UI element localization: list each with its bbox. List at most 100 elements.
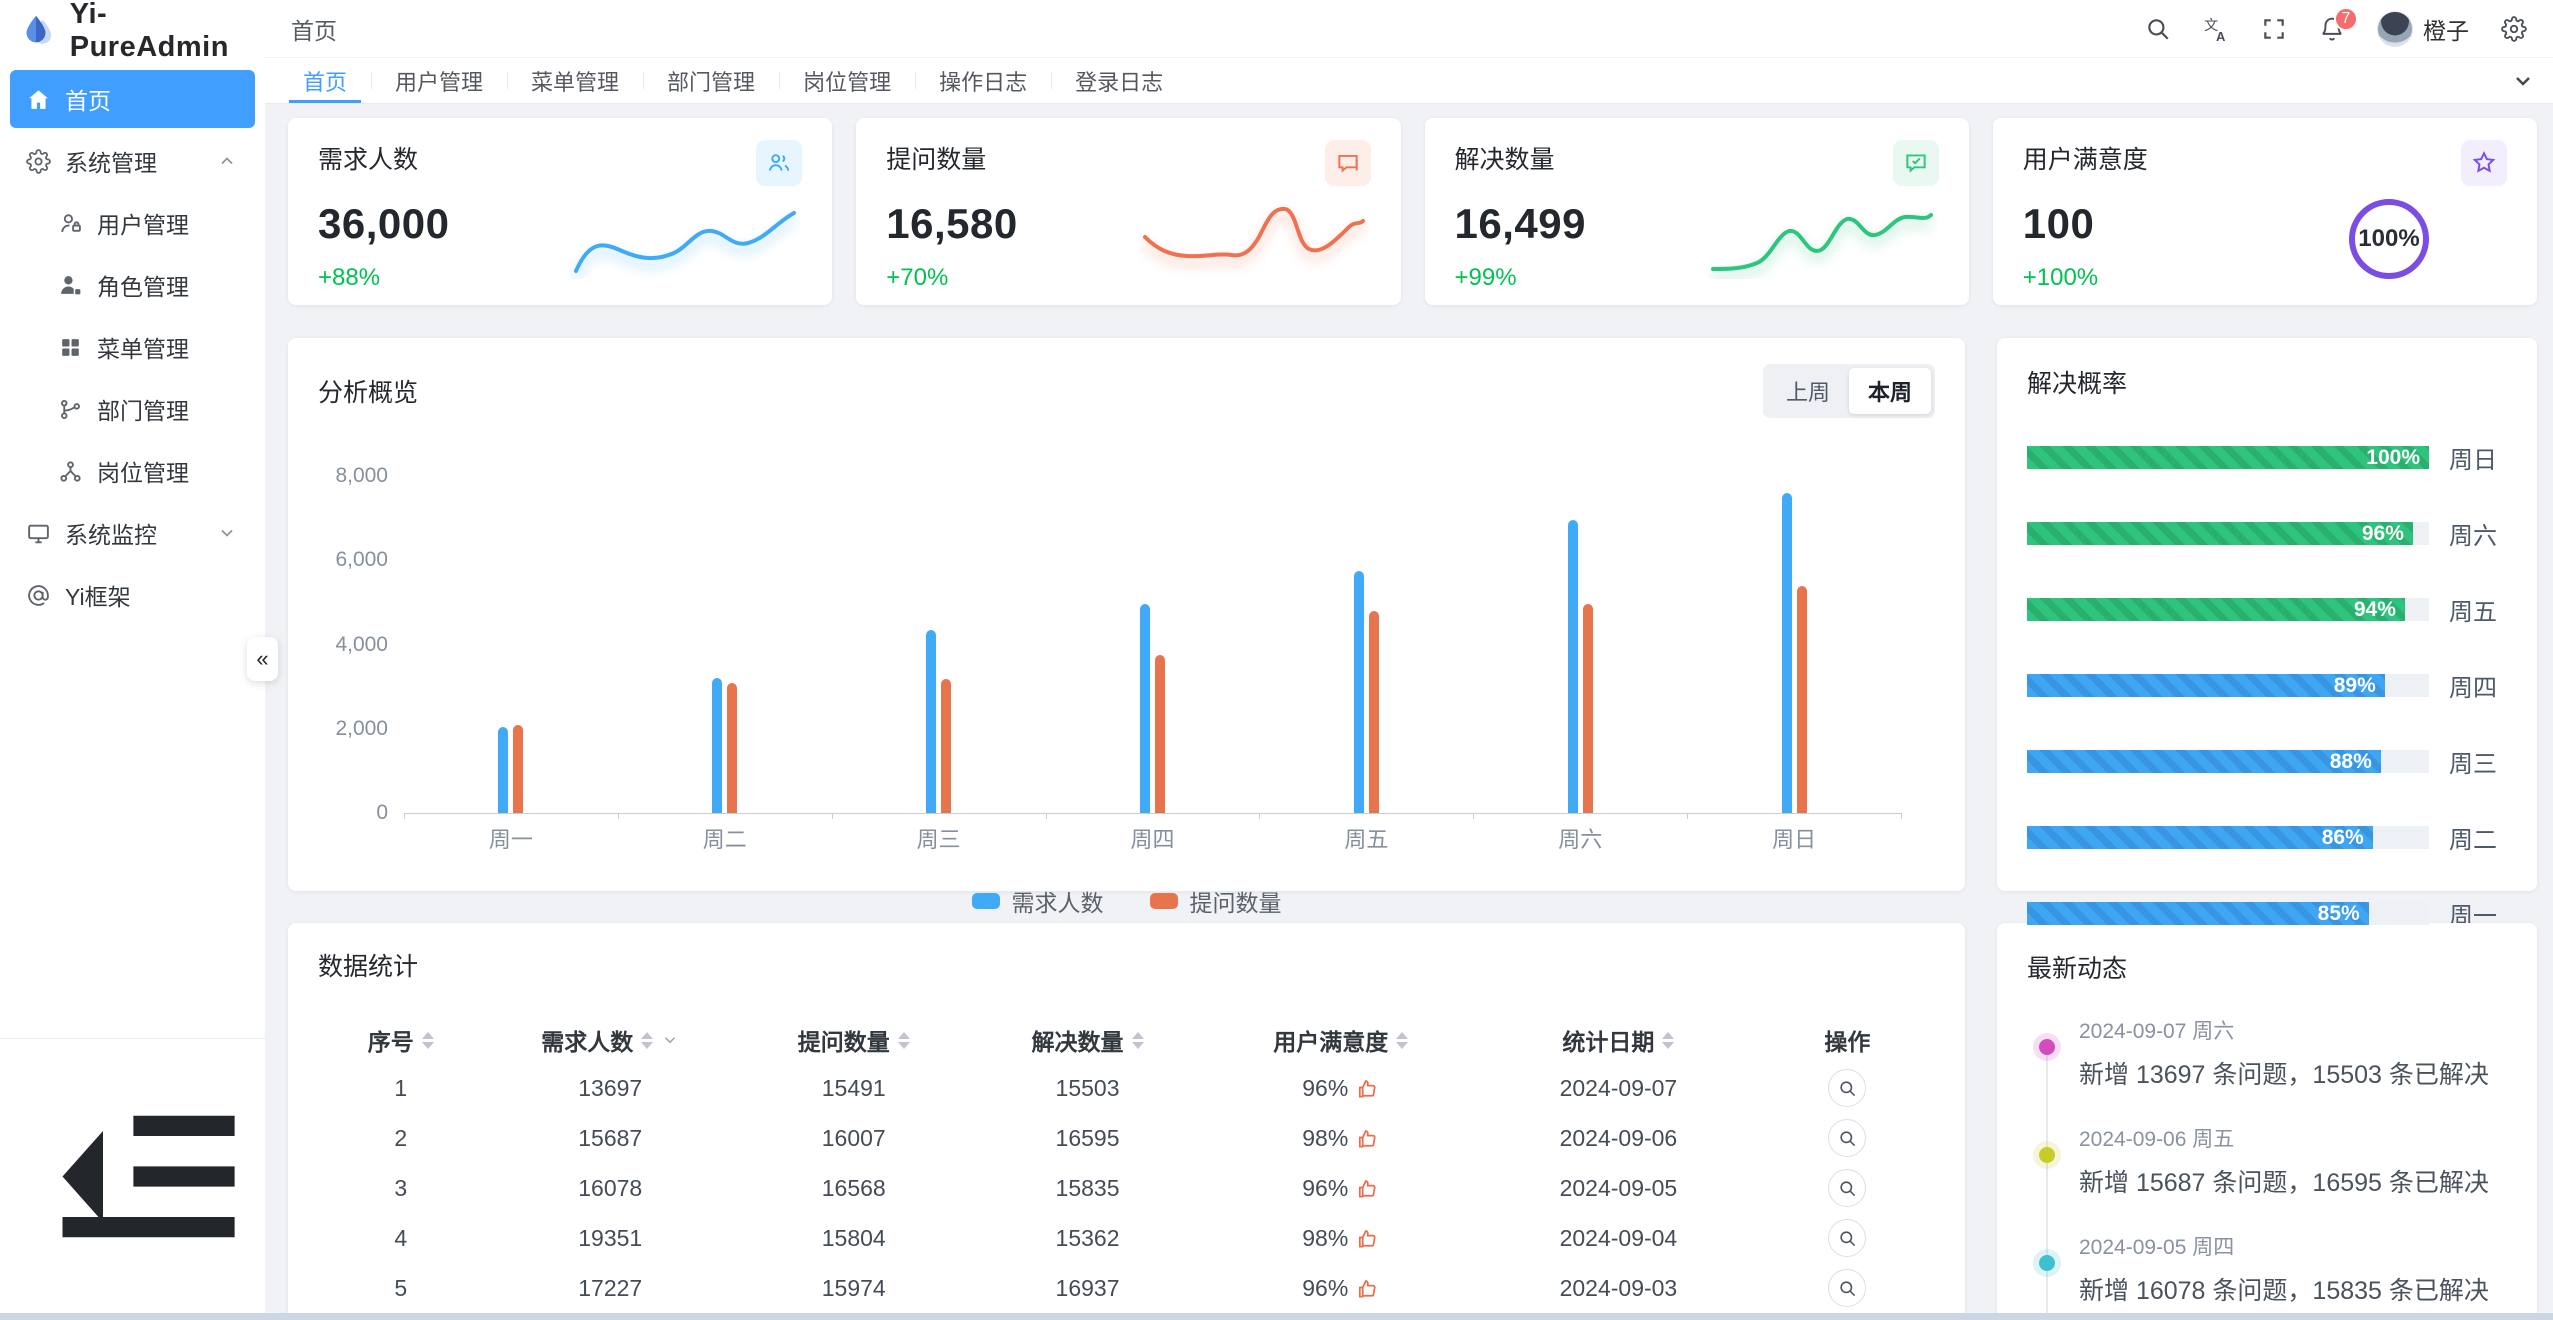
sidebar-item-7[interactable]: 系统监控 [10, 504, 255, 562]
stat-card-value: 36,000 [318, 200, 450, 247]
app-logo[interactable]: Yi-PureAdmin [0, 0, 265, 63]
legend-item-1[interactable]: 提问数量 [1149, 884, 1282, 918]
bar-需求人数-周二[interactable] [712, 678, 723, 813]
x-axis-label: 周日 [1772, 827, 1817, 852]
solve-rate-title: 解决概率 [2027, 370, 2128, 398]
bar-group-周二 [618, 476, 832, 813]
solve-rate-row-6: 85% 周一 [2027, 896, 2507, 931]
sort-carets-icon[interactable] [641, 1031, 654, 1049]
solve-rate-card: 解决概率 100% 周日 96% 周六 94% [1997, 338, 2537, 930]
stat-card-value: 16,580 [886, 200, 1018, 247]
progress-day-label: 周五 [2449, 599, 2497, 626]
sidebar-item-3[interactable]: 角色管理 [10, 256, 255, 314]
bar-提问数量-周一[interactable] [513, 724, 524, 813]
timeline-item-2: 2024-09-05 周四 新增 16078 条问题，15835 条已解决 [2033, 1231, 2507, 1320]
sidebar-item-4[interactable]: 菜单管理 [10, 318, 255, 376]
bar-需求人数-周五[interactable] [1353, 570, 1364, 813]
sidebar-item-0[interactable]: 首页 [10, 70, 255, 128]
progress-fill: 89% [2027, 674, 2385, 697]
latest-news-card: 最新动态 2024-09-07 周六 新增 13697 条问题，15503 条已… [1997, 923, 2537, 1320]
sidebar-item-5[interactable]: 部门管理 [10, 380, 255, 438]
breadcrumb[interactable]: 首页 [291, 17, 337, 44]
x-axis-label: 周五 [1344, 827, 1389, 852]
tab-3[interactable]: 部门管理 [643, 58, 779, 103]
progress-value: 86% [2321, 825, 2364, 849]
progress-value: 85% [2317, 901, 2360, 925]
view-row-button[interactable] [1828, 1119, 1867, 1157]
range-button-1[interactable]: 本周 [1848, 368, 1931, 414]
bar-需求人数-周日[interactable] [1781, 492, 1792, 813]
range-button-0[interactable]: 上周 [1785, 380, 1830, 405]
thumbs-up-icon [1356, 1227, 1379, 1250]
bar-提问数量-周三[interactable] [941, 679, 952, 813]
tab-2[interactable]: 菜单管理 [507, 58, 643, 103]
legend-item-0[interactable]: 需求人数 [971, 884, 1104, 918]
user-menu[interactable]: 橙子 [2377, 10, 2469, 47]
x-axis-labels: 周一 周二 周三 周四 周五 周六 周日 [404, 822, 1901, 854]
progress-day-label: 周日 [2449, 447, 2497, 474]
sparkline [1142, 206, 1365, 259]
bar-需求人数-周三[interactable] [926, 629, 937, 813]
settings-gear-icon[interactable] [2501, 15, 2527, 42]
collapse-menu-icon[interactable] [22, 1055, 265, 1298]
avatar [2377, 10, 2413, 47]
y-axis-tick: 0 [376, 801, 388, 824]
column-header-3: 解决数量 [971, 1023, 1205, 1057]
sort-carets-icon[interactable] [421, 1031, 434, 1049]
tab-5[interactable]: 操作日志 [915, 58, 1051, 103]
horizontal-scrollbar[interactable] [0, 1313, 2553, 1320]
stat-card-delta: +70% [886, 264, 949, 291]
x-axis-tick-mark [1687, 813, 1689, 819]
bar-提问数量-周六[interactable] [1582, 604, 1593, 813]
view-row-button[interactable] [1828, 1269, 1867, 1307]
sidebar-item-8[interactable]: Yi框架 [10, 566, 255, 624]
sort-carets-icon[interactable] [1396, 1031, 1409, 1049]
view-row-button[interactable] [1828, 1169, 1867, 1207]
tab-4[interactable]: 岗位管理 [779, 58, 915, 103]
x-axis-label: 周三 [916, 827, 961, 852]
solve-rate-row-3: 89% 周四 [2027, 668, 2507, 703]
notifications-bell-icon[interactable]: 7 [2319, 6, 2358, 42]
bar-提问数量-周日[interactable] [1796, 585, 1807, 813]
chat-icon [1324, 140, 1371, 186]
timeline-text: 新增 13697 条问题，15503 条已解决 [2079, 1061, 2489, 1089]
sidebar-item-1[interactable]: 系统管理 [10, 132, 255, 190]
grid-icon [58, 335, 83, 360]
view-row-button[interactable] [1828, 1069, 1867, 1107]
sparkline [1710, 213, 1933, 271]
tab-6[interactable]: 登录日志 [1051, 58, 1187, 103]
progress-track: 86% [2027, 826, 2429, 849]
username: 橙子 [2423, 17, 2469, 44]
column-header-1: 需求人数 [484, 1023, 737, 1057]
fullscreen-icon[interactable] [2261, 16, 2287, 42]
x-axis-tick-mark [1901, 813, 1902, 819]
filter-chevron-icon[interactable] [661, 1031, 679, 1049]
table-row-1: 2 15687 16007 16595 98% 2024-09-06 [318, 1113, 1935, 1163]
bar-提问数量-周二[interactable] [727, 683, 738, 813]
bar-需求人数-周四[interactable] [1140, 604, 1150, 813]
sort-carets-icon[interactable] [1662, 1031, 1675, 1049]
sidebar-item-2[interactable]: 用户管理 [10, 194, 255, 252]
sort-carets-icon[interactable] [897, 1031, 910, 1049]
view-row-button[interactable] [1828, 1219, 1867, 1257]
tabs-dropdown-chevron-icon[interactable] [2493, 58, 2553, 103]
sidebar-collapse-button[interactable]: « [247, 637, 278, 681]
tab-1[interactable]: 用户管理 [371, 58, 507, 103]
sparkline [574, 211, 797, 273]
sidebar-item-6[interactable]: 岗位管理 [10, 442, 255, 500]
x-axis-tick-mark [1259, 813, 1261, 819]
sort-carets-icon[interactable] [1131, 1031, 1144, 1049]
chat-check-icon [1892, 140, 1939, 186]
bar-需求人数-周一[interactable] [498, 726, 509, 813]
notification-badge: 7 [2334, 6, 2358, 31]
search-icon[interactable] [2145, 16, 2171, 42]
tab-0[interactable]: 首页 [279, 58, 371, 103]
bar-需求人数-周六[interactable] [1567, 520, 1578, 813]
bar-提问数量-周四[interactable] [1155, 655, 1165, 813]
bar-group-周一 [404, 476, 618, 813]
timeline-title: 最新动态 [2027, 955, 2128, 983]
sidebar: Yi-PureAdmin 首页 系统管理 用户管理 角色管理 菜单管理 部门管理 [0, 0, 265, 1320]
bar-提问数量-周五[interactable] [1368, 610, 1379, 813]
user-filled-icon [58, 273, 83, 298]
